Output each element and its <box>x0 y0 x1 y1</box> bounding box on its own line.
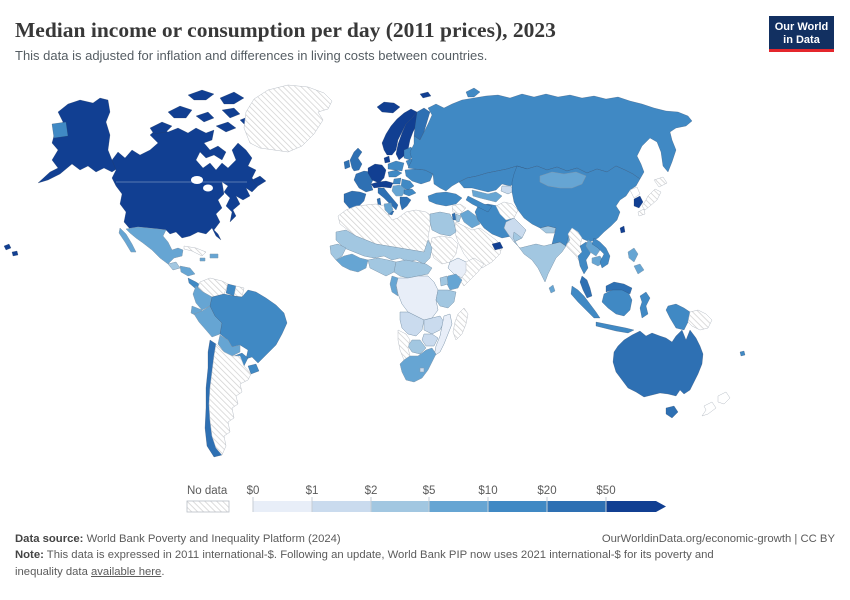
svg-text:$50: $50 <box>596 485 615 497</box>
svg-text:$1: $1 <box>306 485 319 497</box>
svg-text:$0: $0 <box>247 485 260 497</box>
svg-text:$20: $20 <box>537 485 556 497</box>
svg-text:$2: $2 <box>365 485 378 497</box>
svg-text:$10: $10 <box>478 485 497 497</box>
svg-text:No data: No data <box>187 485 228 497</box>
svg-text:$5: $5 <box>423 485 436 497</box>
